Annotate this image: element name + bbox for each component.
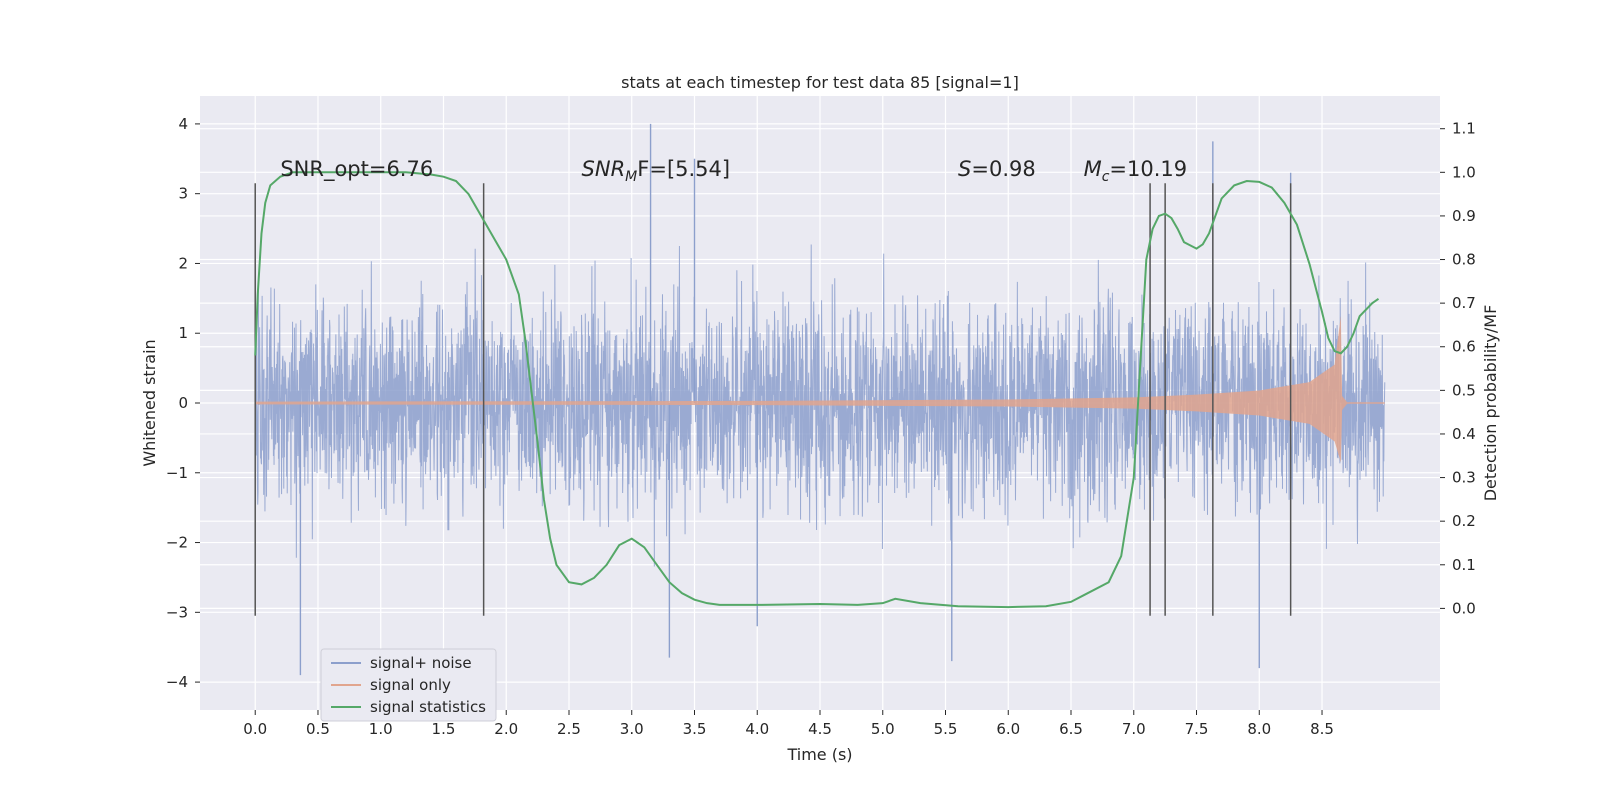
chart-title: stats at each timestep for test data 85 …	[621, 73, 1019, 92]
x-tick-label: 6.5	[1059, 720, 1083, 738]
x-tick-label: 3.0	[620, 720, 644, 738]
x-tick-label: 0.0	[243, 720, 267, 738]
y-tick-label: 0	[178, 394, 188, 412]
legend-label-signal-statistics: signal statistics	[370, 698, 486, 716]
y-right-tick-label: 0.7	[1452, 294, 1476, 312]
y-right-tick-label: 1.0	[1452, 163, 1476, 181]
series-signal-statistics	[254, 171, 1380, 609]
x-tick-label: 1.0	[369, 720, 393, 738]
x-axis-ticks: 0.0 0.5 1.0 1.5 2.0 2.5 3.0 3.5 4.0 4.5 5.0 5.5 6.0 6…	[243, 710, 1334, 738]
y-axis-label: Whitened strain	[140, 339, 159, 466]
x-tick-label: 5.5	[934, 720, 958, 738]
y-right-tick-label: 0.9	[1452, 207, 1476, 225]
y-right-tick-label: 1.1	[1452, 120, 1476, 138]
y-right-tick-label: 0.6	[1452, 338, 1476, 356]
y-right-tick-label: 0.5	[1452, 381, 1476, 399]
y-right-tick-label: 0.0	[1452, 599, 1476, 617]
signal-noise-trace	[254, 244, 1386, 567]
x-tick-label: 0.5	[306, 720, 330, 738]
x-tick-label: 1.5	[432, 720, 456, 738]
y-tick-label: 4	[178, 115, 188, 133]
vertical-markers	[254, 183, 1292, 616]
x-axis-label: Time (s)	[786, 745, 852, 764]
y-right-tick-label: 0.2	[1452, 512, 1476, 530]
annotation-text: SNR_opt=6.76	[280, 157, 433, 182]
legend-box	[320, 648, 497, 722]
y-tick-label: −1	[166, 464, 188, 482]
y-tick-label: −4	[166, 673, 188, 691]
x-tick-label: 2.0	[494, 720, 518, 738]
y-tick-label: −2	[166, 534, 188, 552]
y-tick-label: 3	[178, 185, 188, 203]
y-right-tick-label: 0.3	[1452, 469, 1476, 487]
x-tick-label: 3.5	[683, 720, 707, 738]
x-tick-label: 4.0	[745, 720, 769, 738]
x-tick-label: 6.0	[996, 720, 1020, 738]
y-axis-ticks: 4 3 2 1 0 −1 −2 −3 −4	[166, 115, 200, 691]
y-right-tick-label: 0.1	[1452, 556, 1476, 574]
y-tick-label: −3	[166, 603, 188, 621]
signal-statistics-line	[254, 171, 1380, 609]
x-tick-label: 8.0	[1247, 720, 1271, 738]
y-right-tick-label: 0.8	[1452, 251, 1476, 269]
y-right-axis-ticks: 1.1 1.0 0.9 0.8 0.7 0.6 0.5 0.4 0.3 0.2 0.1 0.0	[1440, 120, 1476, 617]
x-tick-label: 2.5	[557, 720, 581, 738]
x-tick-label: 5.0	[871, 720, 895, 738]
annotation-text: S=0.98	[958, 157, 1036, 181]
x-tick-label: 7.5	[1185, 720, 1209, 738]
x-tick-label: 4.5	[808, 720, 832, 738]
y-right-axis-label: Detection probability/MF	[1481, 305, 1500, 502]
annotation-text: Mc=10.19	[1084, 157, 1188, 185]
annotation-text: SNRMF=[5.54]	[582, 157, 731, 185]
y-tick-label: 1	[178, 324, 188, 342]
legend-label-signal-noise: signal+ noise	[370, 654, 472, 672]
y-right-tick-label: 0.4	[1452, 425, 1476, 443]
y-tick-label: 2	[178, 254, 188, 272]
legend-label-signal-only: signal only	[370, 676, 451, 694]
x-tick-label: 7.0	[1122, 720, 1146, 738]
legend: signal+ noise signal only signal statist…	[320, 648, 497, 722]
x-tick-label: 8.5	[1310, 720, 1334, 738]
annotations: SNR_opt=6.76 SNRMF=[5.54] S=0.98 Mc=10.19	[280, 157, 1187, 185]
